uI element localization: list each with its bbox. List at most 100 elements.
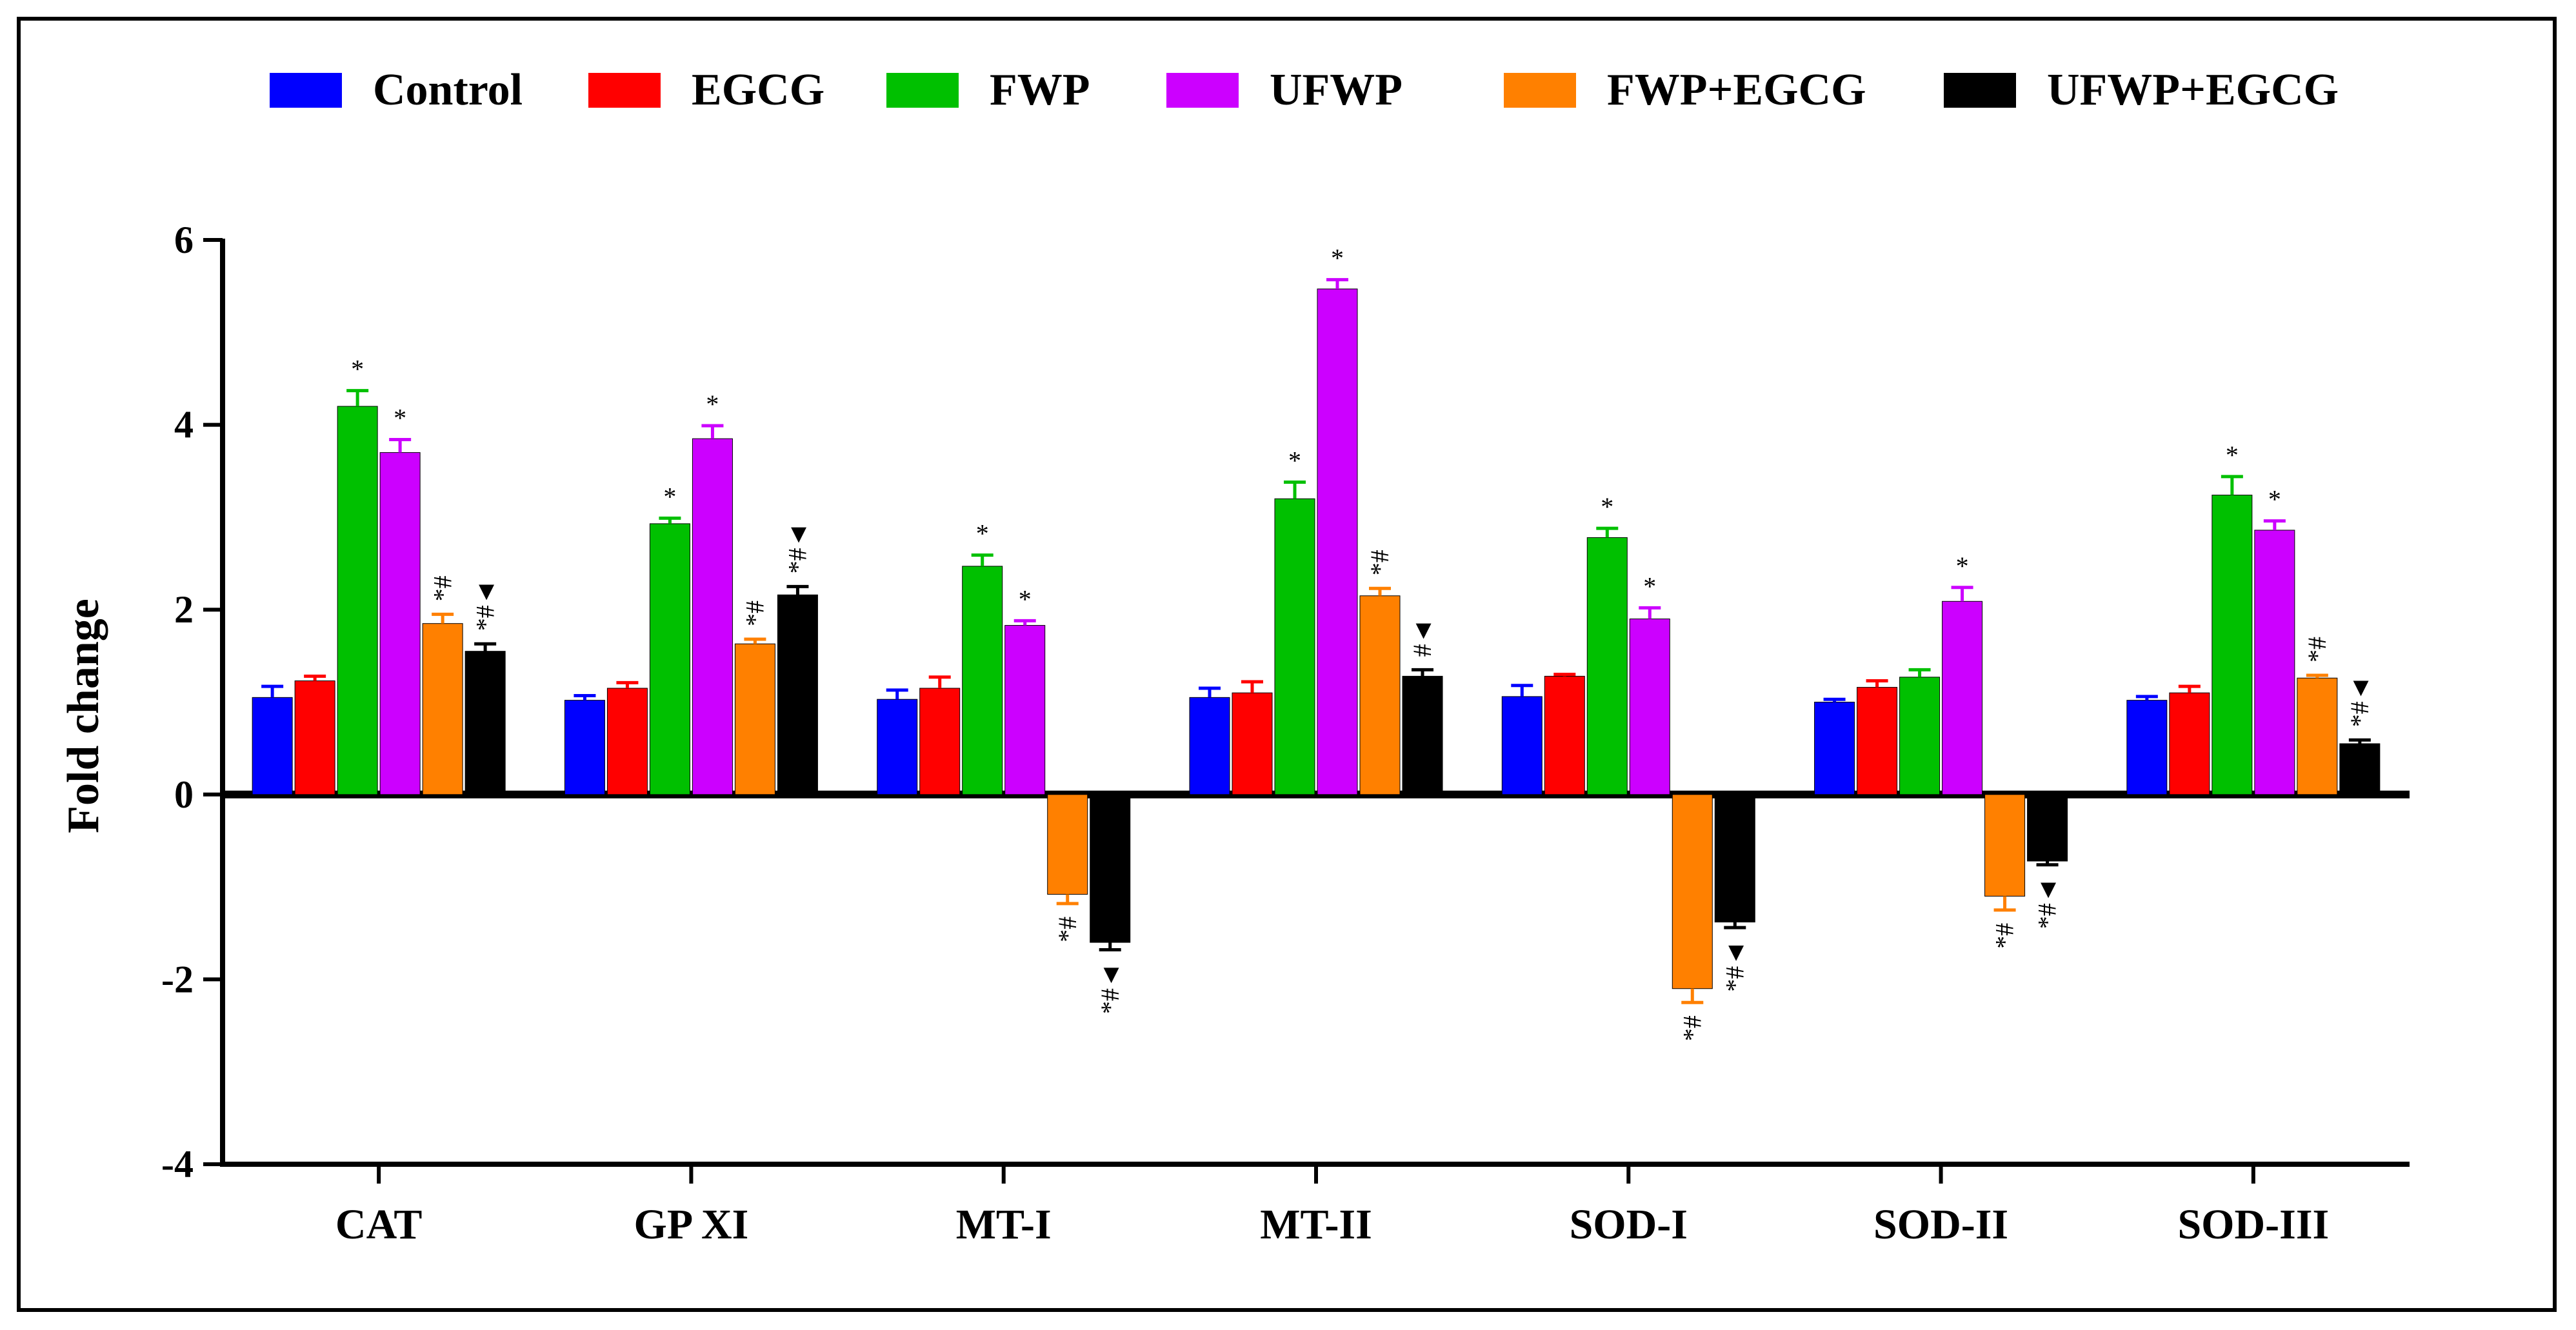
bar xyxy=(1942,600,1983,795)
significance-label: * xyxy=(663,482,676,511)
legend-item: Control xyxy=(270,65,523,115)
significance-label: *# xyxy=(1365,550,1394,575)
legend-item: EGCG xyxy=(588,65,824,115)
bar xyxy=(1359,595,1401,795)
significance-label: * xyxy=(1601,492,1613,521)
bar xyxy=(877,699,918,795)
bar xyxy=(692,438,733,795)
legend-swatch xyxy=(1504,73,1576,108)
bar xyxy=(1004,625,1046,795)
bar xyxy=(2339,743,2381,795)
significance-label: * xyxy=(1019,584,1032,613)
bar xyxy=(1047,794,1088,895)
bar xyxy=(1714,794,1755,923)
bar xyxy=(1814,702,1855,795)
significance-label: *# xyxy=(1053,917,1082,942)
significance-label: * xyxy=(394,404,406,433)
y-tick-label: -4 xyxy=(161,1143,194,1186)
bar xyxy=(649,523,690,795)
bar xyxy=(962,566,1003,795)
legend-label: UFWP xyxy=(1270,65,1403,115)
significance-label: *# xyxy=(428,575,457,601)
bar xyxy=(777,594,818,795)
bar xyxy=(564,700,605,795)
x-tick-label: CAT xyxy=(335,1201,422,1248)
bar xyxy=(422,623,463,795)
legend: Control EGCG FWP UFWP FWP+EGCG UFWP+EGCG xyxy=(270,65,2339,115)
bar xyxy=(294,680,335,795)
bar xyxy=(1274,498,1315,795)
legend-label: Control xyxy=(373,65,523,115)
y-tick-label: 6 xyxy=(174,219,194,261)
significance-label: *#◄ xyxy=(1720,940,1749,992)
bar xyxy=(1672,794,1713,989)
legend-item: FWP+EGCG xyxy=(1504,65,1866,115)
legend-swatch xyxy=(588,73,661,108)
significance-label: *# xyxy=(2302,637,2331,662)
bar xyxy=(1899,677,1941,795)
bar xyxy=(252,697,293,795)
bar xyxy=(2254,530,2295,795)
bar xyxy=(2126,700,2168,795)
legend-label: FWP xyxy=(990,65,1090,115)
bar xyxy=(1586,537,1628,795)
bar xyxy=(1090,794,1131,943)
y-axis-label: Fold change xyxy=(59,599,108,833)
legend-label: EGCG xyxy=(692,65,824,115)
significance-label: * xyxy=(706,390,719,419)
significance-label: * xyxy=(1288,446,1301,475)
significance-label: * xyxy=(1643,571,1656,600)
x-tick-label: MT-I xyxy=(956,1201,1052,1248)
bar xyxy=(464,651,506,795)
legend-swatch xyxy=(1166,73,1239,108)
legend-item: FWP xyxy=(886,65,1090,115)
significance-label: *# xyxy=(1990,923,2019,949)
bar xyxy=(1984,794,2026,897)
legend-swatch xyxy=(886,73,959,108)
y-tick-label: 0 xyxy=(174,773,194,816)
significance-label: * xyxy=(1956,551,1969,581)
significance-label: *# xyxy=(1677,1015,1706,1041)
significance-label: * xyxy=(2268,485,2281,514)
x-tick-label: SOD-III xyxy=(2177,1201,2329,1248)
legend-label: FWP+EGCG xyxy=(1607,65,1866,115)
significance-label: *# xyxy=(741,600,770,626)
y-tick-label: -2 xyxy=(161,958,194,1000)
bar xyxy=(2169,692,2210,795)
bar xyxy=(1501,696,1543,795)
significance-label: *#◄ xyxy=(2345,676,2374,728)
bar xyxy=(337,406,378,795)
significance-label: *#◄ xyxy=(783,522,812,574)
significance-label: * xyxy=(1331,244,1344,273)
y-tick-label: 2 xyxy=(174,588,194,631)
bar xyxy=(734,643,775,795)
x-tick-label: SOD-II xyxy=(1873,1201,2008,1248)
bar xyxy=(379,452,421,795)
x-tick-label: SOD-I xyxy=(1570,1201,1688,1248)
x-tick-label: MT-II xyxy=(1260,1201,1372,1248)
legend-swatch xyxy=(270,73,342,108)
significance-label: * xyxy=(351,355,364,384)
significance-label: *#◄ xyxy=(2033,878,2062,929)
y-tick-label: 4 xyxy=(174,404,194,446)
legend-item: UFWP xyxy=(1166,65,1403,115)
bar xyxy=(1857,687,1898,795)
bar xyxy=(1317,288,1358,795)
bar xyxy=(2297,677,2338,795)
bar xyxy=(2212,495,2253,795)
significance-label: * xyxy=(2226,441,2239,470)
legend-item: UFWP+EGCG xyxy=(1944,65,2339,115)
bar xyxy=(919,688,961,795)
bar xyxy=(1629,619,1670,795)
legend-swatch xyxy=(1944,73,2016,108)
bar xyxy=(1232,692,1273,795)
significance-label: *#◄ xyxy=(1095,963,1124,1015)
bar xyxy=(606,688,648,795)
significance-label: #◄ xyxy=(1408,619,1437,657)
significance-label: *#◄ xyxy=(470,580,499,631)
bar xyxy=(1189,697,1230,795)
x-tick-label: GP XI xyxy=(634,1201,748,1248)
legend-label: UFWP+EGCG xyxy=(2047,65,2339,115)
